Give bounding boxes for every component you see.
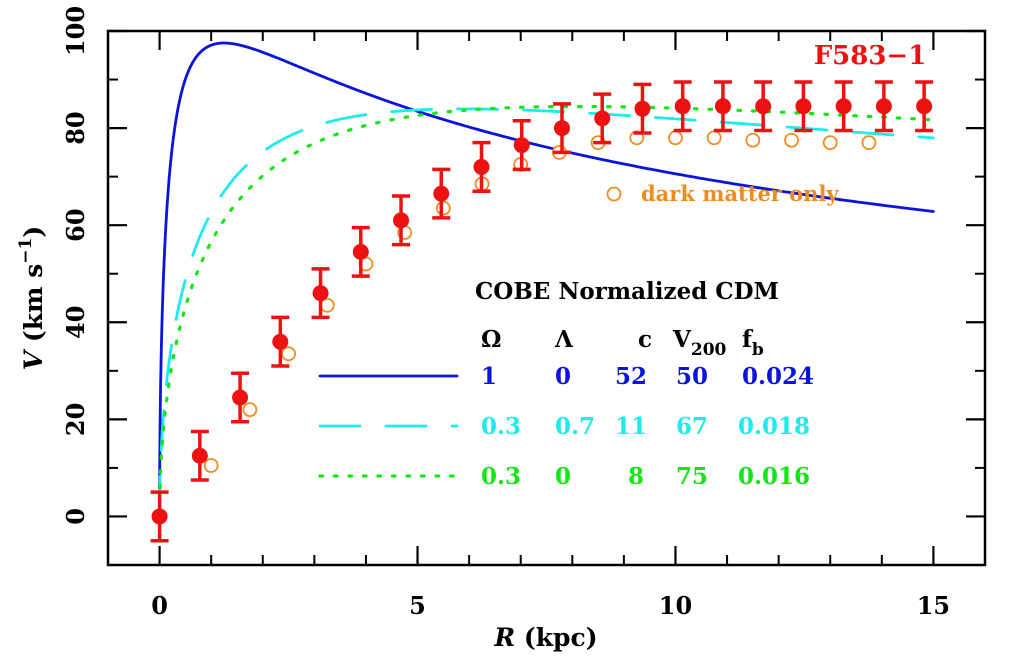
x-tick-label: 15 [917,591,950,620]
legend-column-header: c [638,326,652,353]
observed-point [191,447,208,464]
y-tick-label: 80 [61,111,90,144]
legend-value: 0.018 [738,413,810,440]
observed-point [312,285,329,302]
legend-column-header: Λ [554,326,574,353]
axis-ticks [107,29,986,566]
dark-matter-point [435,200,451,216]
dark-matter-point [706,130,722,146]
observed-point [513,137,530,154]
legend-value: 75 [676,463,708,490]
observed-point [232,389,249,406]
legend-value: 0.024 [742,363,814,390]
observed-points [150,80,934,543]
observed-point [473,158,490,175]
observed-point [835,98,852,115]
dark-matter-point [745,132,761,148]
observed-point [916,98,933,115]
model-curve-dashed [158,107,935,518]
observed-point [795,98,812,115]
dark-matter-point [784,132,799,148]
legend-heading: COBE Normalized CDM [475,278,779,305]
dark-matter-legend-label: dark matter only [641,181,839,206]
observed-point [875,98,892,115]
dark-matter-point [668,130,683,146]
observed-point [151,508,168,525]
dark-matter-point [281,346,296,362]
x-tick-label: 0 [151,591,168,620]
legend-value: 1 [481,363,497,390]
legend-value: 0.7 [555,413,595,440]
galaxy-name-label: F583−1 [814,41,927,71]
legend-value: 67 [676,413,708,440]
x-tick-label: 10 [659,591,692,620]
legend-value: 11 [615,413,647,440]
observed-point [714,98,731,115]
x-tick-label: 5 [409,591,426,620]
y-tick-label: 40 [61,306,90,339]
legend-value: 0 [555,363,571,390]
legend-value: 0.3 [481,463,521,490]
observed-point [272,333,289,350]
observed-point [433,185,450,202]
dark-matter-point [203,458,219,473]
dark-matter-point [822,135,838,151]
observed-point [755,98,772,115]
legend-value: 0.3 [481,413,521,440]
observed-point [553,120,570,137]
legend-value: 52 [615,363,647,390]
observed-point [352,243,369,260]
x-axis-label: R (kpc) [493,623,597,652]
observed-point [393,212,410,229]
legend-column-header: V200 [672,326,727,360]
legend-column-header: Ω [481,326,501,353]
dark-matter-legend-marker [606,186,622,202]
legend-value: 0 [555,463,571,490]
plot-frame [106,29,987,567]
y-tick-label: 20 [61,403,90,436]
dark-matter-point [861,135,877,151]
legend-value: 50 [676,363,708,390]
legend-value: 0.016 [738,463,810,490]
observed-point [674,98,691,115]
model-curve-dotted [157,104,936,519]
dark-matter-legend: dark matter only [606,181,839,206]
dark-matter-point [242,402,258,418]
observed-point [594,110,611,127]
legend-value: 8 [628,463,644,490]
observed-point [634,100,651,117]
y-tick-label: 60 [61,208,90,241]
y-axis-label: V (km s−1) [16,226,48,370]
legend-column-header: fb [742,326,764,360]
y-tick-label: 100 [61,6,90,56]
y-tick-label: 0 [61,508,90,525]
model-curves [157,41,936,519]
